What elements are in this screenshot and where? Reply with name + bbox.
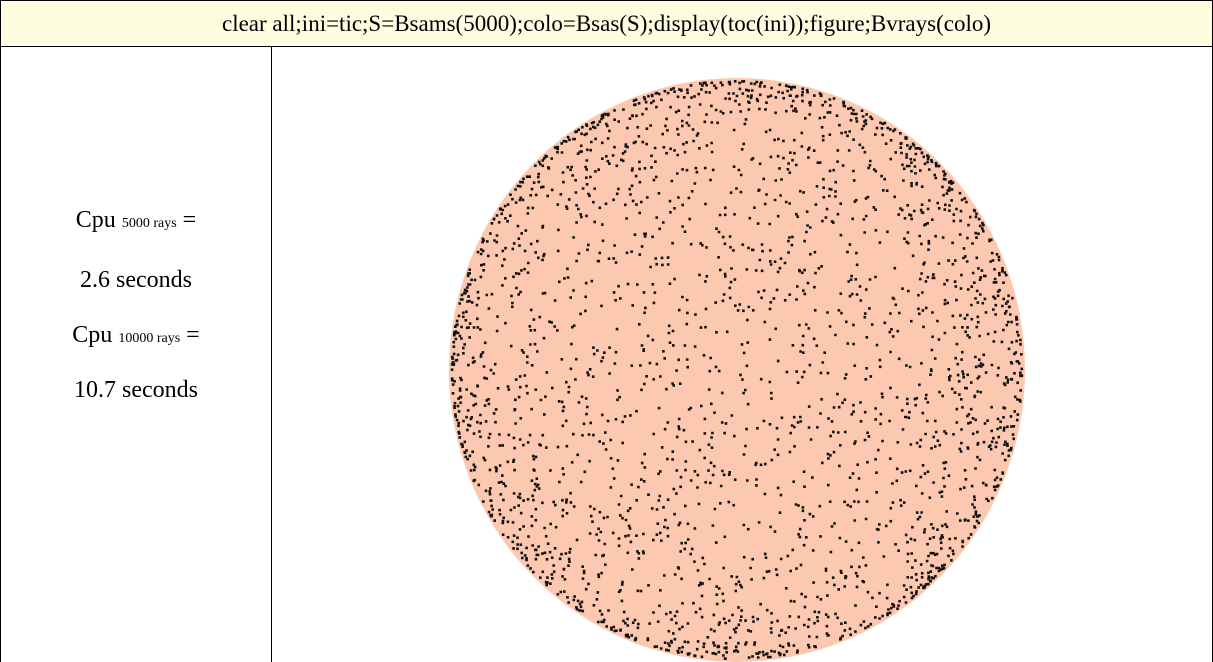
ray-figure: [449, 78, 1025, 662]
cpu-line: Cpu 10000 rays =: [1, 322, 271, 349]
time: 2.6 seconds: [80, 267, 192, 293]
subscript: 5000 rays: [121, 216, 177, 231]
cpu-line: Cpu 5000 rays =: [1, 207, 271, 234]
label: Cpu: [72, 322, 113, 348]
label: Cpu: [75, 207, 116, 233]
subscript: 10000 rays: [118, 331, 181, 346]
disk: [449, 78, 1025, 662]
equals: =: [182, 207, 197, 233]
time: 10.7 seconds: [74, 377, 198, 403]
code-header: clear all;ini=tic;S=Bsams(5000);colo=Bsa…: [0, 0, 1213, 47]
equals: =: [186, 322, 200, 348]
result-cell: Cpu 5000 rays = 2.6 seconds Cpu 10000 ra…: [0, 47, 272, 662]
